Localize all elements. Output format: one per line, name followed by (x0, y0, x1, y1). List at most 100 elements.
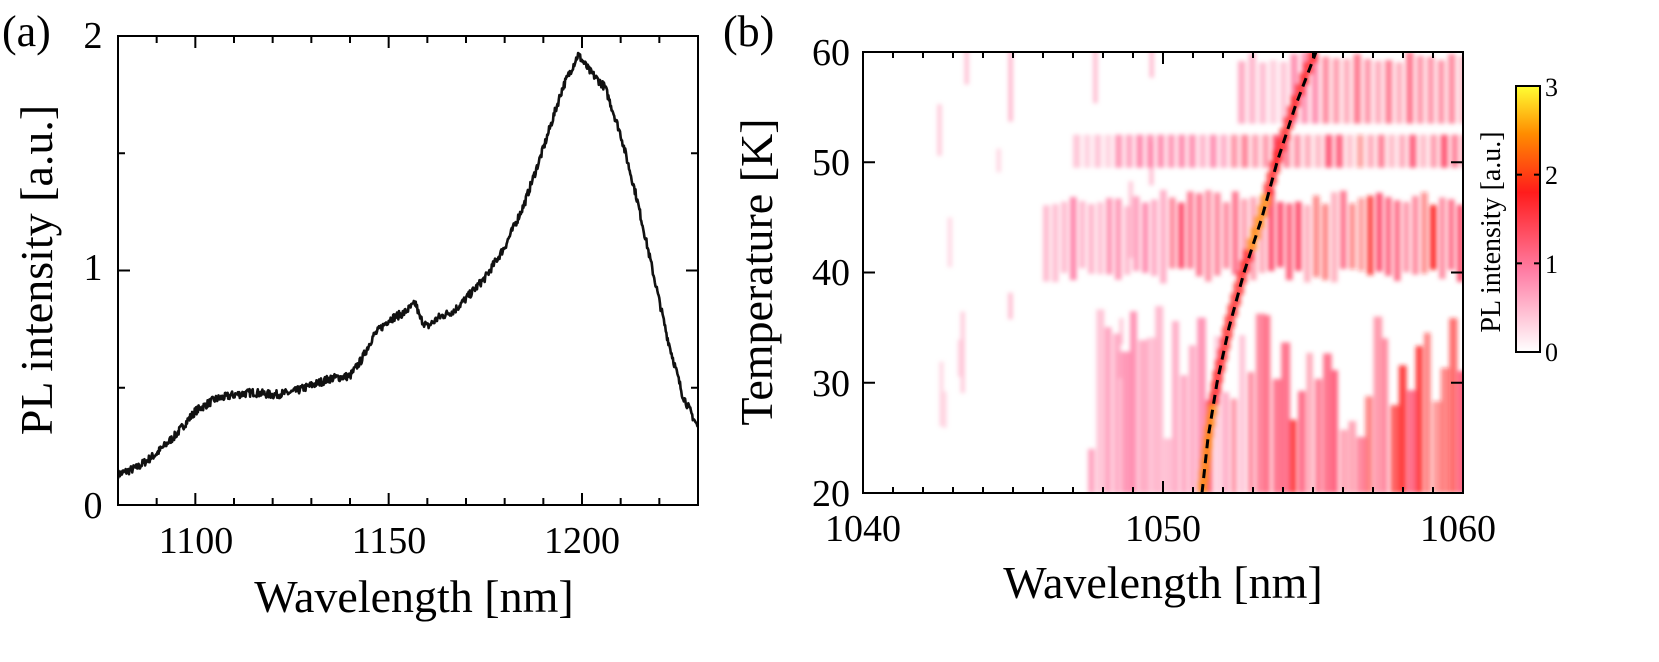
panel-a-xtick-label-2: 1200 (544, 520, 620, 562)
heatmap-region (1117, 351, 1123, 379)
heatmap-region (1138, 340, 1148, 493)
heatmap-region (1083, 134, 1091, 168)
heatmap-region (1283, 134, 1291, 168)
heatmap-region (1151, 199, 1158, 276)
heatmap-region (1093, 52, 1098, 104)
heatmap-region (1331, 192, 1338, 283)
heatmap-region (1403, 201, 1410, 273)
heatmap-region (1169, 197, 1176, 269)
panel-b-ticks (863, 52, 1463, 493)
heatmap-region (937, 104, 942, 156)
heatmap-region (1052, 204, 1059, 283)
heatmap-region (1281, 342, 1291, 493)
heatmap-region (1415, 346, 1423, 493)
heatmap-region (1212, 370, 1223, 383)
heatmap-region (1268, 189, 1275, 272)
heatmap-region (1188, 134, 1196, 168)
fit-curve (1200, 52, 1318, 493)
heatmap-region (957, 339, 963, 377)
heatmap-region (1382, 338, 1389, 493)
heatmap-region (1223, 202, 1230, 269)
panel-a-ytick-label-1: 1 (84, 247, 103, 289)
heatmap-region (1440, 134, 1448, 168)
heatmap-region (1104, 134, 1112, 168)
heatmap-region (1178, 134, 1186, 168)
heatmap-region (1388, 134, 1396, 168)
panel-a-xtick-label-1: 1150 (352, 520, 427, 562)
heatmap-region (1377, 134, 1385, 168)
heatmap-region (1314, 134, 1322, 168)
heatmap-region (1406, 52, 1414, 124)
heatmap-region (960, 311, 965, 393)
heatmap-region (1199, 134, 1207, 168)
heatmap-region (1394, 200, 1401, 282)
heatmap-region (1214, 336, 1222, 493)
heatmap-region (939, 361, 944, 427)
heatmap-region (1421, 192, 1428, 274)
heatmap-region (1121, 351, 1132, 493)
panel-b-xtick-label-0: 1040 (825, 508, 901, 550)
heatmap-region (1356, 134, 1364, 168)
heatmap-region (1262, 134, 1270, 168)
heatmap-region (1373, 316, 1383, 493)
heatmap-region (1280, 61, 1288, 124)
heatmap-region (1409, 134, 1417, 168)
heatmap-region (1407, 390, 1417, 493)
colorbar-tick-label-3: 3 (1545, 73, 1558, 102)
panel-b-heatmap (863, 52, 1463, 493)
heatmap-region (1008, 52, 1013, 122)
heatmap-region (1163, 438, 1172, 493)
heatmap-region (1197, 317, 1206, 493)
heatmap-region (1304, 134, 1312, 168)
heatmap-region (1325, 134, 1333, 168)
panel-a-xtick-label-0: 1100 (159, 520, 234, 562)
panel-b-ytick-label-2: 40 (812, 252, 850, 294)
heatmap-region (1070, 197, 1077, 281)
heatmap-region (1178, 202, 1185, 269)
heatmap-region (1272, 379, 1282, 493)
heatmap-region (1124, 206, 1131, 275)
heatmap-region (1289, 419, 1297, 493)
heatmap-region (1385, 197, 1392, 276)
heatmap-region (1398, 365, 1407, 493)
heatmap-region (1263, 183, 1274, 196)
panel-a: (a) 0 1 2 1100 1150 1200 Wavelength [nm]… (2, 7, 699, 622)
heatmap-region (1264, 315, 1271, 493)
heatmap-region (1365, 396, 1373, 493)
heatmap-region (1230, 398, 1238, 493)
heatmap-region (1437, 60, 1445, 124)
heatmap-region (1424, 332, 1431, 493)
heatmap-region (1133, 196, 1140, 272)
heatmap-region (1440, 367, 1450, 493)
heatmap-region (947, 217, 953, 268)
heatmap-region (1313, 195, 1320, 278)
panel-b-ytick-label-3: 50 (812, 142, 850, 184)
panel-b-ytick-label-4: 60 (812, 32, 850, 74)
colorbar-ticks (1516, 85, 1540, 353)
heatmap-region (1286, 203, 1293, 281)
colorbar-tick-label-2: 2 (1545, 161, 1558, 190)
heatmap-region (1205, 190, 1212, 282)
heatmap-region (1088, 448, 1095, 493)
panel-a-plot-area (118, 51, 698, 479)
heatmap-region (1385, 60, 1393, 124)
heatmap-region (1323, 353, 1332, 493)
panel-a-ytick-label-0: 0 (84, 485, 103, 527)
heatmap-region (1294, 83, 1306, 97)
heatmap-region (1451, 134, 1459, 168)
heatmap-region (1439, 197, 1446, 279)
heatmap-region (1106, 197, 1113, 275)
heatmap-region (1279, 128, 1291, 141)
panel-b-ytick-label-0: 20 (812, 473, 850, 515)
colorbar-label: PL intensity [a.u.] (1476, 131, 1507, 332)
heatmap-region (1251, 134, 1259, 168)
heatmap-region (1430, 204, 1437, 270)
heatmap-region (1331, 370, 1338, 493)
heatmap-region (1412, 195, 1419, 275)
panel-b-label: (b) (723, 7, 774, 56)
heatmap-region (942, 391, 948, 428)
panel-a-ticks (118, 36, 698, 505)
panel-a-ytick-label-2: 2 (84, 15, 103, 57)
heatmap-region (1073, 134, 1081, 168)
